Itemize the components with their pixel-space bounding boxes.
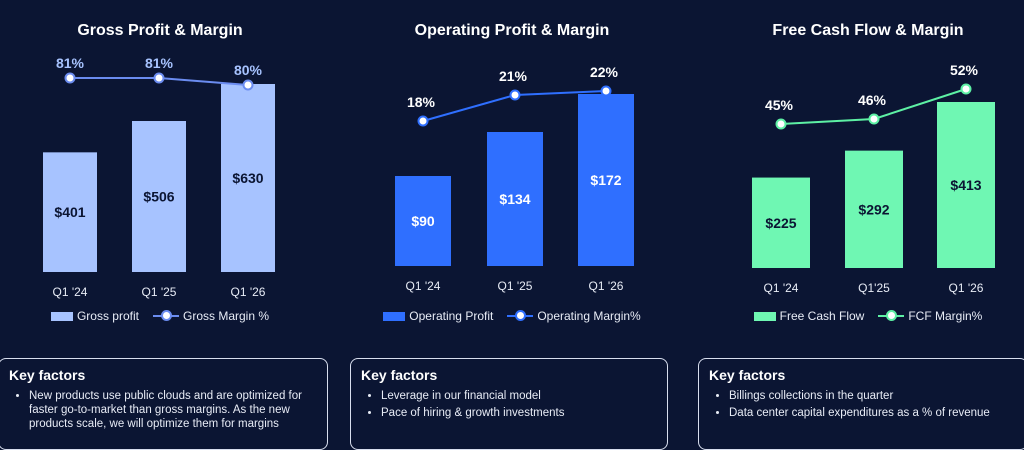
free-cash-flow-chart: $225 Q1 '24 $292 Q1'25 $413 Q1 '26 45% 46% 52%: [752, 62, 995, 295]
gross-profit-swatch-icon: [50, 311, 73, 321]
legend-item-gross-profit: Gross profit: [50, 309, 139, 323]
fcf-margin-line-icon: [878, 310, 905, 321]
key-factors-operating-title: Key factors: [361, 367, 438, 383]
bar: [578, 94, 634, 266]
key-factors-fcf-title: Key factors: [709, 367, 786, 383]
key-factors-fcf: Key factors Billings collections in the …: [698, 358, 1024, 450]
margin-value-label: 18%: [407, 94, 436, 110]
x-tick-label: Q1 '24: [53, 285, 88, 299]
margin-point: [417, 115, 429, 127]
bar: [132, 121, 186, 272]
key-factors-gross-title: Key factors: [9, 367, 86, 383]
legend-item-operating-margin: Operating Margin%: [507, 309, 641, 323]
margin-point: [960, 83, 972, 95]
bar-value-label: $506: [143, 189, 174, 205]
legend-label-gross-profit: Gross profit: [76, 309, 139, 323]
gross-profit-legend: Gross profit Gross Margin %: [0, 309, 320, 323]
key-factor-item: Pace of hiring & growth investments: [381, 406, 657, 420]
key-factors-gross-list: New products use public clouds and are o…: [9, 389, 317, 431]
legend-label-operating-margin: Operating Margin%: [537, 309, 641, 323]
bar: [43, 152, 97, 272]
operating-profit-swatch-icon: [383, 311, 406, 321]
bar-value-label: $90: [411, 213, 435, 229]
bar: [752, 177, 810, 268]
bar: [937, 102, 995, 268]
bar-value-label: $630: [232, 170, 263, 186]
key-factors-gross: Key factors New products use public clou…: [0, 358, 328, 450]
operating-profit-legend: Operating Profit Operating Margin%: [352, 309, 672, 323]
margin-value-label: 46%: [858, 92, 887, 108]
bar: [221, 84, 275, 272]
gross-profit-title: Gross Profit & Margin: [77, 22, 243, 39]
margin-value-label: 45%: [765, 97, 794, 113]
legend-label-fcf-margin: FCF Margin%: [908, 309, 983, 323]
margin-point: [600, 85, 612, 97]
x-tick-label: Q1 '25: [142, 285, 177, 299]
margin-point: [868, 113, 880, 125]
gross-profit-panel: Gross Profit & Margin $401 Q1 '24 $506 Q1 '…: [0, 0, 320, 340]
legend-item-fcf-margin: FCF Margin%: [878, 309, 982, 323]
free-cash-flow-swatch-icon: [753, 311, 776, 321]
x-tick-label: Q1 '25: [498, 279, 533, 293]
key-factor-item: Leverage in our financial model: [381, 389, 657, 403]
operating-margin-line-icon: [507, 310, 534, 321]
legend-label-gross-margin: Gross Margin %: [182, 309, 270, 323]
bar-value-label: $172: [590, 172, 621, 188]
operating-profit-chart: $90 Q1 '24 $134 Q1 '25 $172 Q1 '26 18% 21% 22%: [395, 64, 634, 293]
x-tick-label: Q1 '26: [589, 279, 624, 293]
bar: [845, 150, 903, 268]
free-cash-flow-panel: Free Cash Flow & Margin $225 Q1 '24 $292 Q1…: [712, 0, 1024, 340]
margin-point: [242, 79, 254, 91]
free-cash-flow-title: Free Cash Flow & Margin: [772, 22, 964, 39]
margin-value-label: 81%: [145, 55, 174, 71]
operating-profit-panel: Operating Profit & Margin $90 Q1 '24 $134 Q…: [352, 0, 672, 340]
legend-item-free-cash-flow: Free Cash Flow: [753, 309, 865, 323]
legend-label-free-cash-flow: Free Cash Flow: [779, 309, 865, 323]
key-factors-fcf-list: Billings collections in the quarter Data…: [709, 389, 1017, 420]
bar-value-label: $292: [858, 201, 889, 217]
bar-value-label: $134: [499, 191, 530, 207]
margin-value-label: 81%: [56, 55, 85, 71]
legend-label-operating-profit: Operating Profit: [409, 309, 494, 323]
margin-point: [153, 72, 165, 84]
x-tick-label: Q1'25: [858, 281, 890, 295]
key-factors-operating-list: Leverage in our financial model Pace of …: [361, 389, 657, 420]
bar-value-label: $413: [950, 177, 981, 193]
x-tick-label: Q1 '24: [764, 281, 799, 295]
bar-value-label: $401: [54, 204, 85, 220]
key-factor-item: New products use public clouds and are o…: [29, 389, 317, 431]
margin-point: [64, 72, 76, 84]
margin-value-label: 80%: [234, 62, 263, 78]
x-tick-label: Q1 '24: [406, 279, 441, 293]
legend-item-gross-margin: Gross Margin %: [152, 309, 270, 323]
bar: [487, 132, 543, 266]
margin-point: [775, 118, 787, 130]
margin-value-label: 21%: [499, 68, 528, 84]
key-factors-operating: Key factors Leverage in our financial mo…: [350, 358, 668, 450]
legend-item-operating-profit: Operating Profit: [383, 309, 493, 323]
gross-profit-chart: $401 Q1 '24 $506 Q1 '25 $630 Q1 '26 81% 81% 80%: [43, 55, 275, 299]
x-tick-label: Q1 '26: [949, 281, 984, 295]
margin-point: [509, 89, 521, 101]
operating-profit-title: Operating Profit & Margin: [414, 22, 610, 39]
margin-value-label: 22%: [590, 64, 619, 80]
free-cash-flow-legend: Free Cash Flow FCF Margin%: [712, 309, 1024, 323]
key-factor-item: Data center capital expenditures as a % …: [729, 406, 1017, 420]
key-factor-item: Billings collections in the quarter: [729, 389, 1017, 403]
bar: [395, 176, 451, 266]
x-tick-label: Q1 '26: [231, 285, 266, 299]
gross-margin-line-icon: [152, 310, 179, 321]
bar-value-label: $225: [765, 215, 796, 231]
margin-value-label: 52%: [950, 62, 979, 78]
